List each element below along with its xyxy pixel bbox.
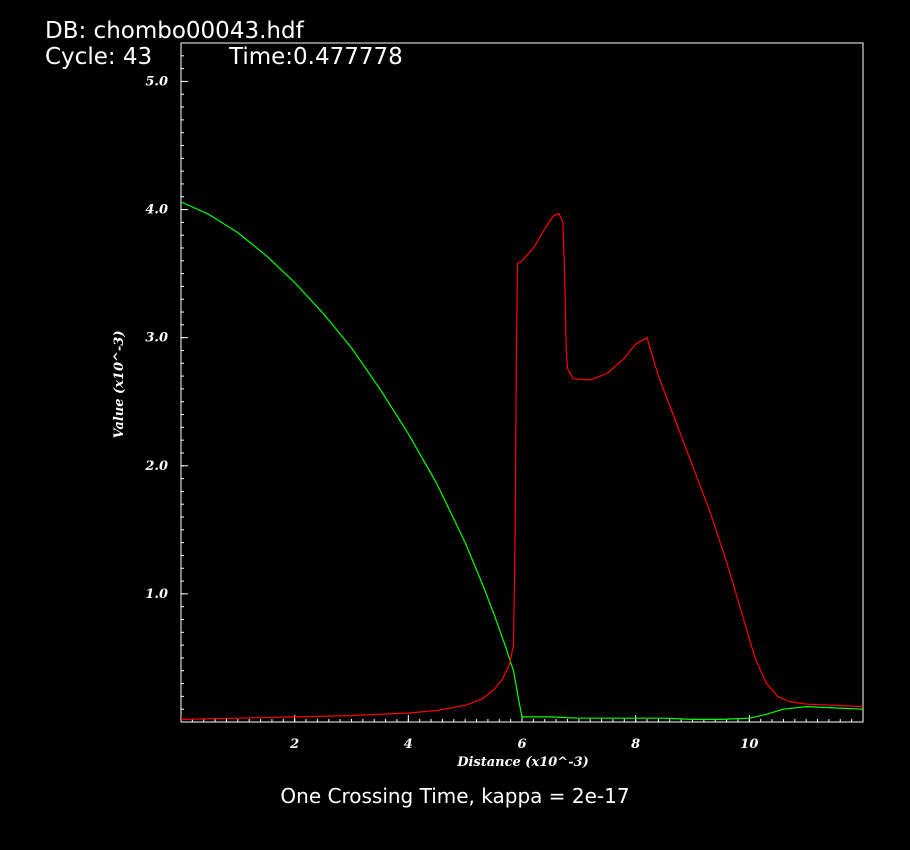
x-tick-label: 4: [404, 737, 413, 752]
y-tick-label: 2.0: [144, 459, 168, 474]
x-tick-label: 6: [517, 737, 526, 752]
x-tick-label: 8: [631, 737, 640, 752]
database-label: DB: chombo00043.hdf: [45, 18, 304, 44]
y-tick-label: 1.0: [145, 587, 168, 602]
cycle-label: Cycle: 43: [45, 44, 153, 70]
y-tick-label: 4.0: [145, 203, 168, 218]
y-tick-label: 5.0: [145, 74, 168, 89]
x-axis-title: Distance (x10^-3): [456, 755, 589, 770]
time-label: Time:0.477778: [229, 44, 403, 70]
series-line-red: [181, 212, 863, 720]
plot-caption: One Crossing Time, kappa = 2e-17: [280, 784, 630, 808]
series-line-green: [181, 201, 863, 721]
y-tick-label: 3.0: [145, 331, 168, 346]
plot-frame: [180, 42, 864, 723]
x-tick-label: 2: [289, 737, 299, 752]
x-tick-label: 10: [740, 737, 758, 752]
y-axis-title: Value (x10^-3): [112, 331, 127, 439]
